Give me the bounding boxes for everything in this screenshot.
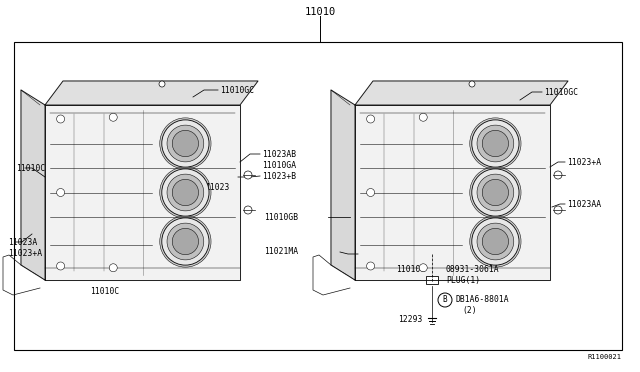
Text: 11010C: 11010C — [90, 288, 119, 296]
Circle shape — [160, 118, 211, 169]
Circle shape — [172, 228, 198, 254]
Circle shape — [56, 262, 65, 270]
Circle shape — [470, 167, 521, 218]
Circle shape — [469, 81, 475, 87]
Polygon shape — [21, 90, 45, 280]
Text: 11023AA: 11023AA — [567, 199, 601, 208]
Circle shape — [162, 120, 209, 167]
Circle shape — [56, 115, 65, 123]
Circle shape — [419, 264, 428, 272]
Circle shape — [56, 189, 65, 196]
Text: DB1A6-8801A: DB1A6-8801A — [456, 295, 509, 305]
Text: 08931-3061A: 08931-3061A — [446, 264, 500, 273]
Text: 11010C: 11010C — [16, 164, 45, 173]
Circle shape — [554, 206, 562, 214]
Circle shape — [244, 171, 252, 179]
Circle shape — [159, 81, 165, 87]
Circle shape — [167, 223, 204, 260]
Text: 11021MA: 11021MA — [264, 247, 298, 257]
Text: 11023A: 11023A — [8, 237, 37, 247]
Circle shape — [419, 113, 428, 121]
Circle shape — [483, 130, 509, 157]
Circle shape — [472, 218, 519, 265]
Text: 11023+A: 11023+A — [567, 157, 601, 167]
Circle shape — [367, 262, 374, 270]
Text: 11010: 11010 — [305, 7, 335, 17]
Circle shape — [160, 167, 211, 218]
Text: 11010GA: 11010GA — [262, 160, 296, 170]
Circle shape — [367, 115, 374, 123]
Text: 12293: 12293 — [398, 315, 422, 324]
Circle shape — [438, 293, 452, 307]
Circle shape — [167, 125, 204, 162]
Circle shape — [109, 113, 117, 121]
Circle shape — [483, 179, 509, 206]
Polygon shape — [355, 81, 568, 105]
Circle shape — [470, 118, 521, 169]
Text: 11010GC: 11010GC — [220, 86, 254, 94]
Circle shape — [483, 228, 509, 254]
Bar — [14, 42, 622, 350]
Text: 11023+B: 11023+B — [262, 171, 296, 180]
Circle shape — [477, 174, 514, 211]
Circle shape — [172, 179, 198, 206]
Circle shape — [160, 216, 211, 267]
Text: R1100021: R1100021 — [588, 354, 622, 360]
Text: 11023AB: 11023AB — [262, 150, 296, 158]
Text: B: B — [443, 295, 447, 305]
Polygon shape — [45, 105, 240, 280]
Text: (2): (2) — [462, 307, 477, 315]
Circle shape — [162, 169, 209, 216]
Circle shape — [477, 125, 514, 162]
Circle shape — [554, 171, 562, 179]
Bar — [426, 276, 438, 284]
Circle shape — [470, 216, 521, 267]
Circle shape — [472, 120, 519, 167]
Circle shape — [162, 218, 209, 265]
Circle shape — [244, 206, 252, 214]
Circle shape — [477, 223, 514, 260]
Text: 11023+A: 11023+A — [8, 250, 42, 259]
Text: 11023: 11023 — [205, 183, 229, 192]
Text: 11010G: 11010G — [396, 264, 425, 273]
Text: PLUG(1): PLUG(1) — [446, 276, 480, 285]
Circle shape — [472, 169, 519, 216]
Circle shape — [172, 130, 198, 157]
Polygon shape — [355, 105, 550, 280]
Text: 11010GB: 11010GB — [264, 212, 298, 221]
Circle shape — [367, 189, 374, 196]
Text: 11010GC: 11010GC — [544, 87, 578, 96]
Circle shape — [167, 174, 204, 211]
Circle shape — [109, 264, 117, 272]
Polygon shape — [331, 90, 355, 280]
Polygon shape — [45, 81, 258, 105]
